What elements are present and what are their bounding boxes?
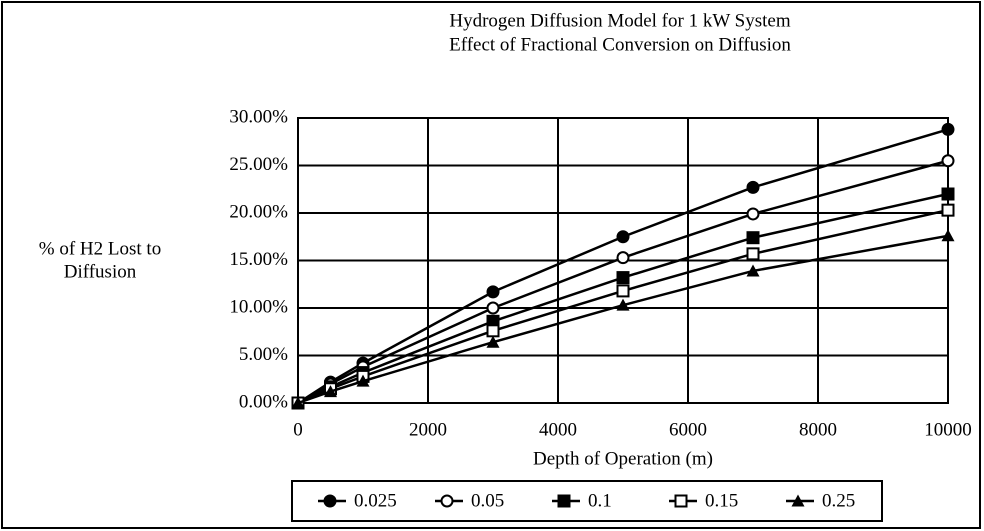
x-tick-label: 4000	[539, 419, 577, 440]
plot-frame	[297, 117, 949, 404]
y-axis-label: Diffusion	[64, 261, 137, 282]
y-axis-label: % of H2 Lost to	[39, 238, 161, 259]
marker	[324, 385, 337, 398]
marker	[746, 247, 760, 261]
chart-title: Hydrogen Diffusion Model for 1 kW System	[449, 10, 790, 31]
marker	[616, 230, 630, 244]
legend-label: 0.15	[705, 490, 738, 511]
y-tick-label: 10.00%	[229, 296, 288, 317]
y-tick-label: 30.00%	[229, 106, 288, 127]
x-tick-label: 2000	[409, 419, 447, 440]
legend-label: 0.1	[588, 490, 612, 511]
x-tick-label: 0	[293, 419, 303, 440]
marker	[746, 180, 760, 194]
marker	[941, 154, 955, 168]
legend-label: 0.05	[471, 490, 504, 511]
marker	[941, 203, 955, 217]
y-tick-label: 20.00%	[229, 201, 288, 222]
legend-marker	[440, 494, 454, 508]
y-tick-label: 25.00%	[229, 154, 288, 175]
marker	[616, 251, 630, 265]
x-axis-label: Depth of Operation (m)	[533, 448, 713, 469]
marker	[486, 301, 500, 315]
marker	[746, 207, 760, 221]
legend-label: 0.25	[822, 490, 855, 511]
marker	[486, 335, 500, 348]
legend	[291, 480, 883, 522]
marker	[616, 298, 630, 311]
x-tick-label: 6000	[669, 419, 707, 440]
marker	[616, 271, 630, 285]
y-tick-label: 5.00%	[239, 344, 288, 365]
legend-marker	[557, 494, 571, 508]
marker	[746, 231, 760, 245]
x-tick-label: 10000	[924, 419, 972, 440]
y-tick-label: 15.00%	[229, 249, 288, 270]
legend-marker	[674, 494, 688, 508]
legend-marker	[323, 494, 337, 508]
marker	[486, 285, 500, 299]
marker	[616, 284, 630, 298]
chart-subtitle: Effect of Fractional Conversion on Diffu…	[449, 34, 791, 55]
marker	[291, 396, 305, 409]
marker	[356, 374, 370, 387]
marker	[746, 264, 760, 277]
marker	[486, 324, 500, 338]
marker	[941, 229, 955, 242]
y-tick-label: 0.00%	[239, 391, 288, 412]
marker	[941, 122, 955, 136]
legend-marker	[791, 494, 805, 507]
x-tick-label: 8000	[799, 419, 837, 440]
legend-label: 0.025	[354, 490, 397, 511]
marker	[941, 187, 955, 201]
